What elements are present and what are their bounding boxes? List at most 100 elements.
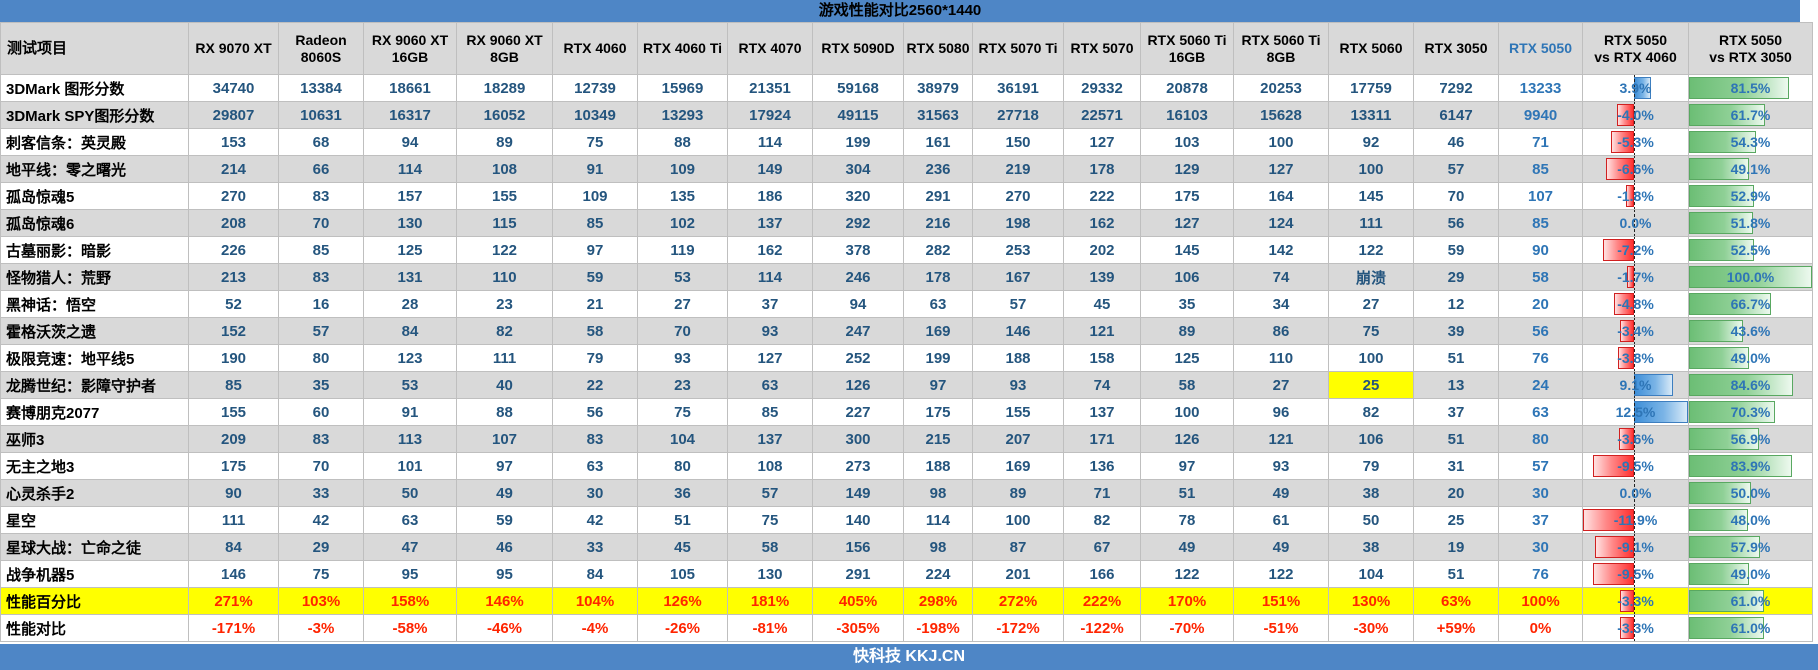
vs-rtx4060-value: 3.9% [1619,79,1652,96]
vs-rtx3050-cell: 61.7% [1688,101,1813,129]
column-header-rtx-5050-vs-rtx-4060: RTX 5050 vs RTX 4060 [1582,22,1689,75]
value-cell: 17759 [1328,74,1414,102]
negative-data-bar [1619,320,1635,342]
value-cell: 45 [637,533,728,561]
vs-rtx3050-value: 66.7% [1730,295,1771,312]
value-cell: 130% [1328,587,1414,615]
value-cell: 300 [812,425,904,453]
vs-rtx4060-value: -3.4% [1617,322,1654,339]
vs-rtx3050-value: 61.0% [1730,619,1771,636]
value-cell: -198% [903,614,973,642]
negative-data-bar [1611,131,1635,153]
value-cell: 97 [903,371,973,399]
zero-axis-line [1634,345,1636,371]
vs-rtx4060-cell: -5.3% [1582,128,1689,156]
table-row: 古墓丽影：暗影 226 85 125 122 97 119 162 378 282 253 202 14… [0,236,1813,264]
value-cell: 30 [1498,479,1583,507]
table-row: 战争机器5 146 75 95 95 84 105 130 291 224 201 166 122 122… [0,560,1813,588]
value-cell: 31563 [903,101,973,129]
value-cell: 27 [1328,290,1414,318]
value-cell: 85 [278,236,364,264]
table-row: 星空 111 42 63 59 42 51 75 140 114 100 82 78 61 50 25 37 -1… [0,506,1813,534]
value-cell: 224 [903,560,973,588]
value-cell: -81% [727,614,813,642]
value-cell: 146 [188,560,279,588]
vs-rtx3050-cell: 49.0% [1688,560,1813,588]
value-cell: 100% [1498,587,1583,615]
value-cell: 84 [188,533,279,561]
value-cell: 18661 [363,74,457,102]
value-cell: 18289 [456,74,553,102]
value-cell: 33 [278,479,364,507]
value-cell: 38 [1328,533,1414,561]
value-cell: 216 [903,209,973,237]
value-cell: 35 [278,371,364,399]
table-row: 霍格沃茨之遗 152 57 84 82 58 70 93 247 169 146 121 89 86 75 3… [0,317,1813,345]
zero-axis-line [1634,507,1636,533]
value-cell: 106 [1328,425,1414,453]
value-cell: 125 [363,236,457,264]
green-data-bar [1689,428,1759,450]
value-cell: 0% [1498,614,1583,642]
vs-rtx3050-cell: 48.0% [1688,506,1813,534]
value-cell: 50 [1328,506,1414,534]
table-row: 心灵杀手2 90 33 50 49 30 36 57 149 98 89 71 51 49 38 20 30 0.… [0,479,1813,507]
value-cell: 135 [637,182,728,210]
value-cell: 127 [1233,155,1329,183]
value-cell: 90 [188,479,279,507]
green-data-bar [1689,266,1812,288]
vs-rtx3050-value: 61.0% [1730,592,1771,609]
value-cell: 63 [727,371,813,399]
vs-rtx3050-value: 57.9% [1730,538,1771,555]
table-row: 孤岛惊魂5 270 83 157 155 109 135 186 320 291 270 222 175… [0,182,1813,210]
row-label: 心灵杀手2 [0,479,189,507]
value-cell: 80 [1498,425,1583,453]
green-data-bar [1689,104,1765,126]
value-cell: 83 [552,425,638,453]
value-cell: 271% [188,587,279,615]
value-cell: 378 [812,236,904,264]
value-cell: 178 [903,263,973,291]
vs-rtx4060-value: -9.5% [1617,457,1654,474]
negative-data-bar [1603,239,1635,261]
value-cell: 30 [552,479,638,507]
vs-rtx4060-cell: -7.2% [1582,236,1689,264]
row-label: 怪物猎人：荒野 [0,263,189,291]
value-cell: 175 [903,398,973,426]
vs-rtx4060-value: -3.3% [1617,619,1654,636]
negative-data-bar [1620,590,1635,612]
value-cell: 145 [1328,182,1414,210]
vs-rtx4060-value: 12.5% [1615,403,1656,420]
value-cell: 155 [972,398,1064,426]
value-cell: 10631 [278,101,364,129]
value-cell: 57 [1413,155,1499,183]
value-cell: 190 [188,344,279,372]
value-cell: 15628 [1233,101,1329,129]
value-cell: 20878 [1140,74,1234,102]
value-cell: 24 [1498,371,1583,399]
value-cell: 13311 [1328,101,1414,129]
green-data-bar [1689,293,1772,315]
table-row: 地平线：零之曙光 214 66 114 108 91 109 149 304 236 219 178 1… [0,155,1813,183]
zero-axis-line [1634,480,1636,506]
value-cell: 149 [727,155,813,183]
column-header-rtx-5060-ti-8gb: RTX 5060 Ti 8GB [1233,22,1329,75]
zero-axis-line [1634,615,1636,641]
negative-data-bar [1626,266,1635,288]
value-cell: 97 [552,236,638,264]
column-header-rx-9070-xt: RX 9070 XT [188,22,279,75]
value-cell: 158% [363,587,457,615]
value-cell: 29807 [188,101,279,129]
value-cell: 93 [637,344,728,372]
column-header-rtx-5060-ti-16gb: RTX 5060 Ti 16GB [1140,22,1234,75]
value-cell: 110 [1233,344,1329,372]
zero-axis-line [1634,534,1636,560]
value-cell: 181% [727,587,813,615]
value-cell: 111 [1328,209,1414,237]
value-cell: 108 [456,155,553,183]
row-label: 霍格沃茨之遗 [0,317,189,345]
value-cell: 75 [637,398,728,426]
vs-rtx3050-value: 43.6% [1730,322,1771,339]
value-cell: 10349 [552,101,638,129]
value-cell: 152 [188,317,279,345]
